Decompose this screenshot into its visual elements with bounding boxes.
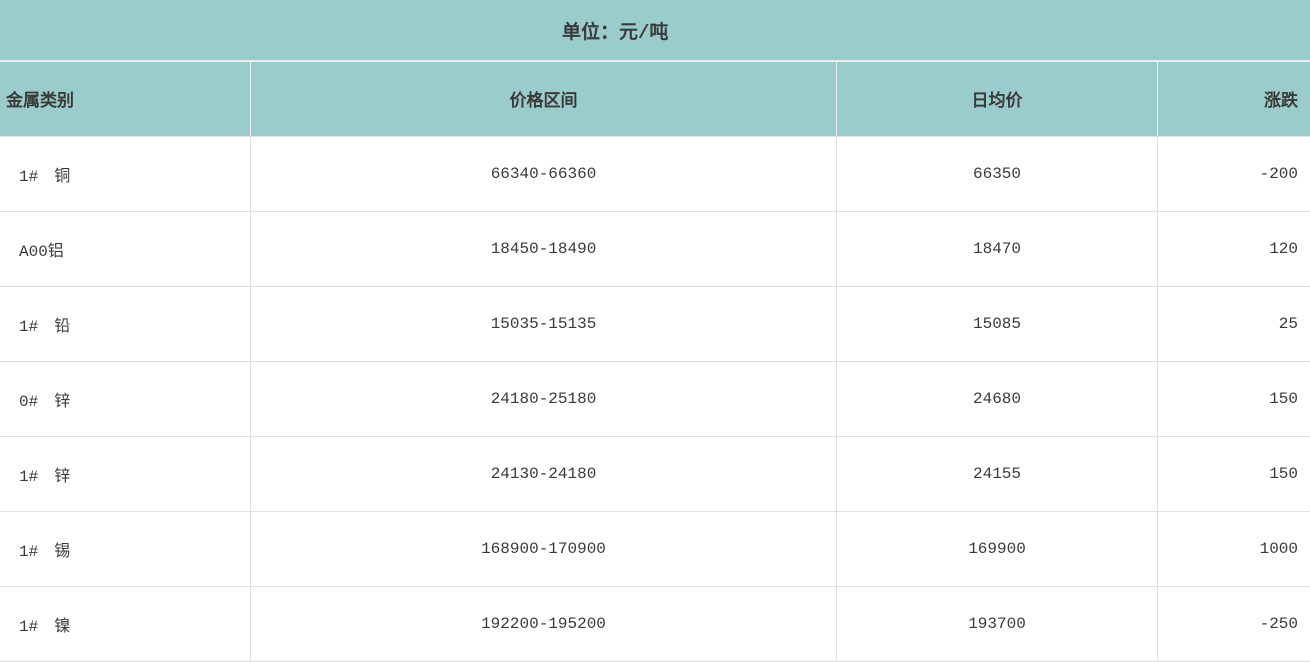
column-header-change: 涨跌	[1158, 62, 1310, 137]
table-row: 1# 锌 24130-24180 24155 150	[0, 437, 1310, 512]
cell-daily-avg-price: 66350	[837, 137, 1158, 212]
cell-price-range: 192200-195200	[251, 587, 837, 662]
cell-metal-category: 1# 锡	[0, 512, 251, 587]
table-row: 1# 铜 66340-66360 66350 -200	[0, 137, 1310, 212]
cell-daily-avg-price: 24155	[837, 437, 1158, 512]
cell-change: 120	[1158, 212, 1310, 287]
column-header-metal-category: 金属类别	[0, 62, 251, 137]
metal-price-table: 金属类别 价格区间 日均价 涨跌 1# 铜 66340-66360 66350 …	[0, 62, 1310, 662]
cell-change: -250	[1158, 587, 1310, 662]
table-row: 1# 铅 15035-15135 15085 25	[0, 287, 1310, 362]
column-header-price-range: 价格区间	[251, 62, 837, 137]
table-row: A00铝 18450-18490 18470 120	[0, 212, 1310, 287]
table-row: 1# 镍 192200-195200 193700 -250	[0, 587, 1310, 662]
column-header-daily-avg-price: 日均价	[837, 62, 1158, 137]
cell-metal-category: 1# 铜	[0, 137, 251, 212]
cell-daily-avg-price: 193700	[837, 587, 1158, 662]
cell-daily-avg-price: 15085	[837, 287, 1158, 362]
cell-price-range: 24130-24180	[251, 437, 837, 512]
header-row: 金属类别 价格区间 日均价 涨跌	[0, 62, 1310, 137]
cell-metal-category: 1# 镍	[0, 587, 251, 662]
cell-metal-category: 1# 锌	[0, 437, 251, 512]
unit-bar: 单位：元/吨	[0, 0, 1310, 62]
cell-change: 25	[1158, 287, 1310, 362]
cell-metal-category: A00铝	[0, 212, 251, 287]
table-row: 1# 锡 168900-170900 169900 1000	[0, 512, 1310, 587]
cell-change: -200	[1158, 137, 1310, 212]
cell-daily-avg-price: 18470	[837, 212, 1158, 287]
cell-change: 150	[1158, 362, 1310, 437]
unit-label: 单位：元/吨	[562, 21, 669, 44]
cell-price-range: 18450-18490	[251, 212, 837, 287]
cell-metal-category: 1# 铅	[0, 287, 251, 362]
cell-price-range: 15035-15135	[251, 287, 837, 362]
cell-daily-avg-price: 169900	[837, 512, 1158, 587]
cell-daily-avg-price: 24680	[837, 362, 1158, 437]
cell-metal-category: 0# 锌	[0, 362, 251, 437]
cell-price-range: 24180-25180	[251, 362, 837, 437]
cell-price-range: 66340-66360	[251, 137, 837, 212]
cell-change: 150	[1158, 437, 1310, 512]
cell-price-range: 168900-170900	[251, 512, 837, 587]
cell-change: 1000	[1158, 512, 1310, 587]
table-row: 0# 锌 24180-25180 24680 150	[0, 362, 1310, 437]
